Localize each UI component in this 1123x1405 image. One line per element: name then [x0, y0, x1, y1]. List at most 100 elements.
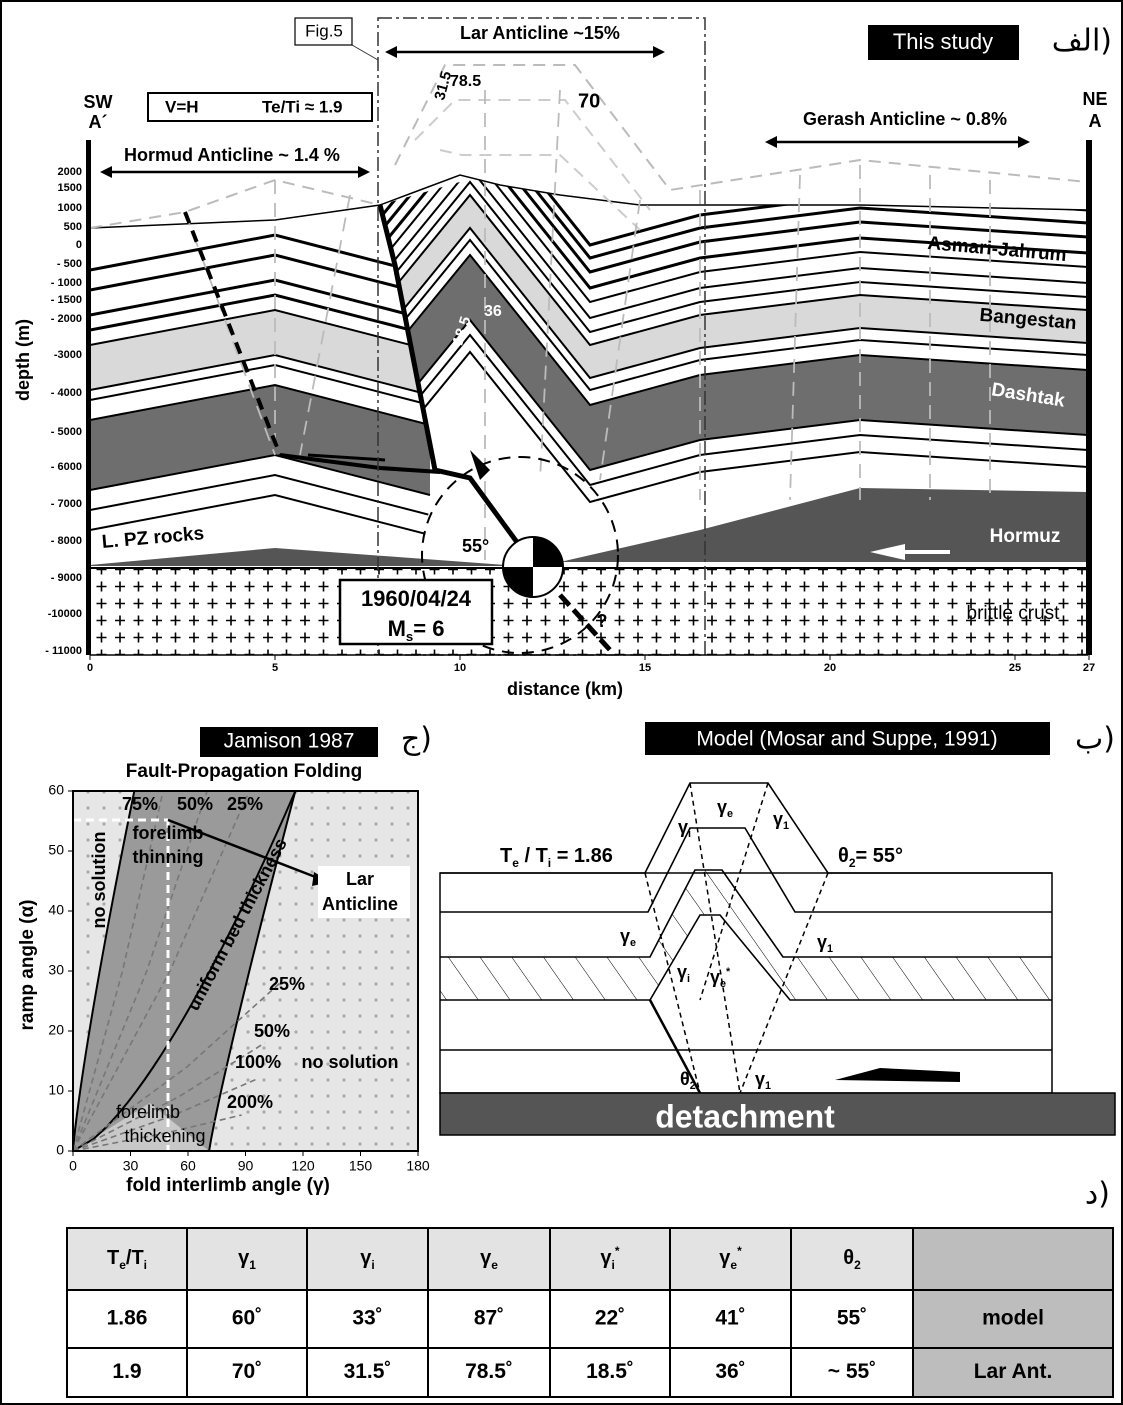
- subscript: 1: [249, 1258, 256, 1272]
- fault-flat: [279, 453, 441, 474]
- contour: [72, 1114, 242, 1152]
- panel-letter: ج): [401, 722, 432, 757]
- x-tick-label: 90: [238, 1158, 254, 1174]
- text-part: / T: [519, 845, 548, 867]
- label: Fig.5: [305, 21, 343, 40]
- contour: [72, 790, 164, 1152]
- table-header: Te/Ti: [107, 1247, 147, 1272]
- uniform-thickness-curve: [72, 790, 297, 1152]
- label: Gerash Anticline ~ 0.8%: [803, 109, 1007, 129]
- region-label: 100%: [235, 1052, 281, 1072]
- model-layer: [440, 782, 1052, 874]
- y-tick-label: -10000: [48, 608, 82, 620]
- y-tick-label: 0: [76, 239, 82, 251]
- label: NE: [1082, 89, 1107, 109]
- region-label: forelimb: [132, 823, 203, 843]
- x-tick-label: 27: [1083, 662, 1095, 674]
- y-tick-label: - 1000: [51, 277, 82, 289]
- table-cell-text: model: [982, 1307, 1044, 1330]
- label-bg: [318, 866, 410, 918]
- y-tick-label: 30: [48, 962, 64, 978]
- horizon: [380, 350, 1088, 504]
- leader: [351, 44, 379, 61]
- arrow-head: [653, 46, 665, 58]
- text-part: T: [500, 845, 512, 867]
- axis-title: depth (m): [13, 319, 33, 401]
- table-header: γi: [360, 1247, 374, 1272]
- panel-tag: This study: [893, 29, 993, 54]
- x-tick-label: 5: [272, 662, 278, 674]
- x-tick-label: 15: [639, 662, 651, 674]
- table-cell-text: 36˚: [715, 1360, 745, 1383]
- rich-label: Ms= 6: [388, 616, 445, 644]
- angle-label: γ1: [755, 1069, 771, 1092]
- subscript: i: [144, 1258, 147, 1272]
- text-part: γ: [710, 967, 720, 987]
- angle-label: γe*: [710, 966, 731, 990]
- tag-bg: [645, 722, 1050, 755]
- superscript: *: [726, 966, 731, 978]
- eroded-outline: [394, 64, 1089, 192]
- text-part: γ: [678, 817, 688, 837]
- subscript: 1: [765, 1080, 771, 1092]
- model-layer: [440, 869, 1052, 958]
- subscript: e: [730, 1258, 737, 1272]
- hatched-layer: [440, 870, 1052, 1000]
- panel-letter: د): [1085, 1177, 1110, 1212]
- table-cell: [912, 1347, 1114, 1398]
- text-part: M: [388, 616, 406, 641]
- subscript: e: [630, 937, 636, 949]
- y-tick-label: 10: [48, 1082, 64, 1098]
- boundary-curve: [208, 790, 297, 1152]
- fig-ref-box: [294, 17, 353, 46]
- text-part: θ: [843, 1247, 854, 1269]
- table-cell-text: 22˚: [595, 1307, 625, 1330]
- subscript: i: [612, 1258, 615, 1272]
- y-tick-label: - 9000: [51, 572, 82, 584]
- table-cell-text: 41˚: [715, 1307, 745, 1330]
- subscript: i: [688, 828, 691, 840]
- subscript: i: [371, 1258, 374, 1272]
- region-label: 25%: [269, 974, 305, 994]
- model-layer: [440, 914, 1052, 1001]
- angle-label: θ2: [680, 1069, 696, 1092]
- table-cell: [912, 1227, 1114, 1291]
- label: Hormud Anticline ~ 1.4 %: [124, 145, 340, 165]
- text-part: γ: [719, 1247, 731, 1269]
- y-tick-label: 1000: [58, 202, 82, 214]
- y-tick-label: 40: [48, 902, 64, 918]
- fault-trace: [183, 211, 282, 456]
- axis-bar: [1086, 140, 1092, 655]
- rock-layer: [380, 255, 1088, 470]
- arrow-head: [385, 46, 397, 58]
- table-cell-text: 70˚: [232, 1360, 262, 1383]
- text-part: θ: [838, 845, 849, 867]
- table-cell-text: 33˚: [352, 1307, 382, 1330]
- table-cell: [790, 1227, 914, 1291]
- y-tick-label: -3000: [54, 349, 82, 361]
- contour: [72, 982, 281, 1152]
- eroded-outline: [89, 178, 381, 229]
- detachment-label: detachment: [655, 1098, 835, 1134]
- subscript: e: [727, 808, 733, 820]
- chart-title: Fault-Propagation Folding: [126, 761, 362, 782]
- angle-label: 78.5: [450, 73, 481, 90]
- horizon: [380, 180, 1088, 334]
- panel-tag: Jamison 1987: [224, 730, 355, 753]
- y-tick-label: - 5000: [51, 426, 82, 438]
- horizon: [380, 175, 1088, 304]
- pz-layer: [90, 548, 520, 566]
- arrow-head: [100, 166, 112, 178]
- horizon: [380, 175, 1088, 320]
- angle-label: 55°: [462, 536, 489, 556]
- text-part: γ: [717, 797, 727, 817]
- y-tick-label: - 500: [57, 258, 82, 270]
- subscript: e: [491, 1258, 498, 1272]
- x-tick-label: 180: [406, 1158, 430, 1174]
- model-layer: [440, 827, 1052, 913]
- axial-trace: [539, 89, 561, 481]
- text-part: = 55°: [856, 845, 903, 867]
- horizon: [380, 238, 1088, 392]
- region-label: thickening: [124, 1126, 205, 1146]
